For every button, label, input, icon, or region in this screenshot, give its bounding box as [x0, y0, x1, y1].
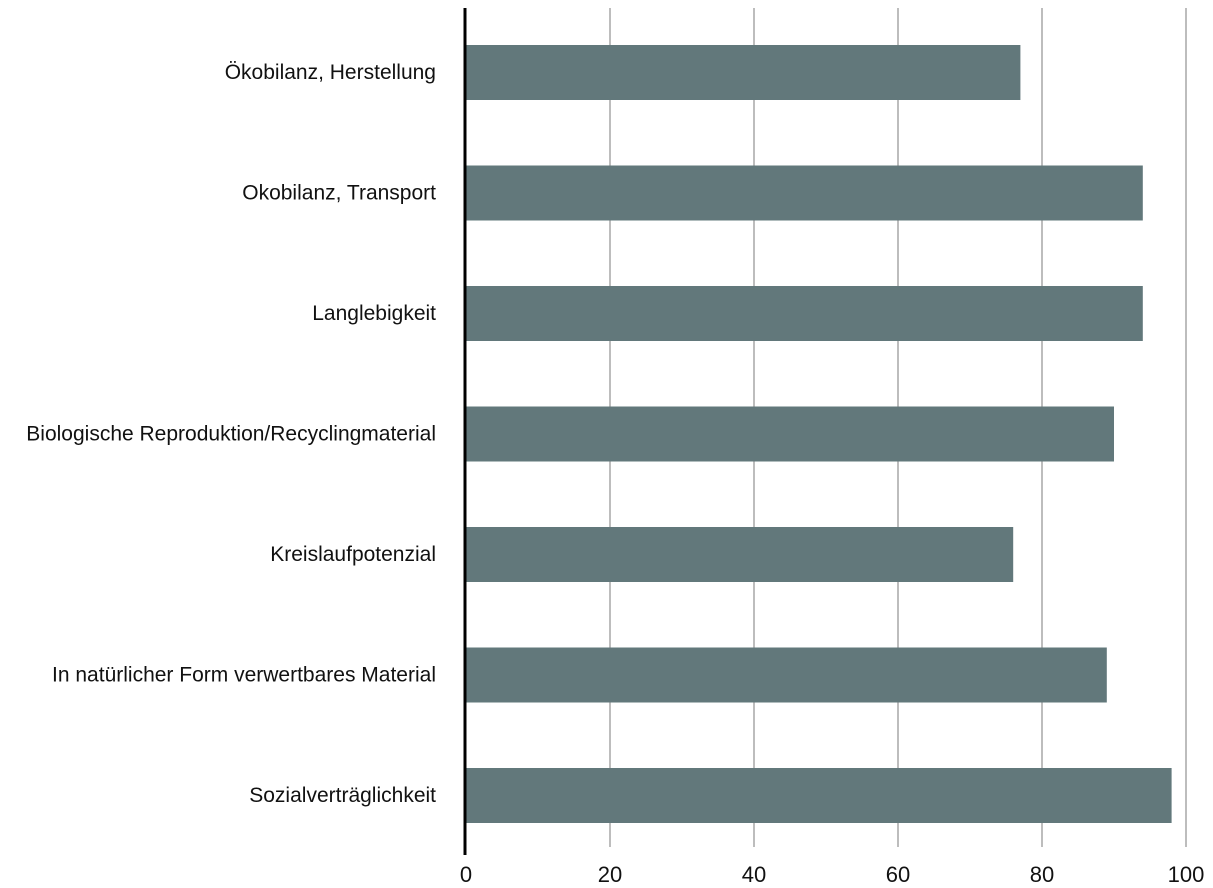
bar-layer	[466, 45, 1172, 823]
bar	[466, 768, 1172, 823]
category-label: Sozialverträglichkeit	[249, 784, 436, 807]
category-label: Langlebigkeit	[312, 302, 436, 325]
category-label: Kreislaufpotenzial	[270, 543, 436, 566]
x-tick-label: 40	[742, 862, 766, 887]
label-layer: 0 20 40 60 80 100 Ökobilanz, Herstellung Okobil…	[26, 61, 1204, 887]
bar	[466, 406, 1114, 462]
category-label: Biologische Reproduktion/Recyclingmateri…	[26, 423, 436, 446]
category-label: In natürlicher Form verwertbares Materia…	[52, 664, 436, 687]
x-tick-label: 0	[460, 862, 472, 887]
bar	[466, 165, 1143, 221]
bar	[466, 286, 1143, 341]
x-tick-label: 80	[1030, 862, 1054, 887]
category-label: Okobilanz, Transport	[242, 182, 436, 205]
category-label: Ökobilanz, Herstellung	[225, 61, 436, 84]
x-tick-label: 100	[1168, 862, 1205, 887]
bar	[466, 527, 1014, 582]
bar	[466, 45, 1021, 100]
bar	[466, 647, 1107, 703]
x-tick-label: 60	[886, 862, 910, 887]
x-tick-label: 20	[598, 862, 622, 887]
